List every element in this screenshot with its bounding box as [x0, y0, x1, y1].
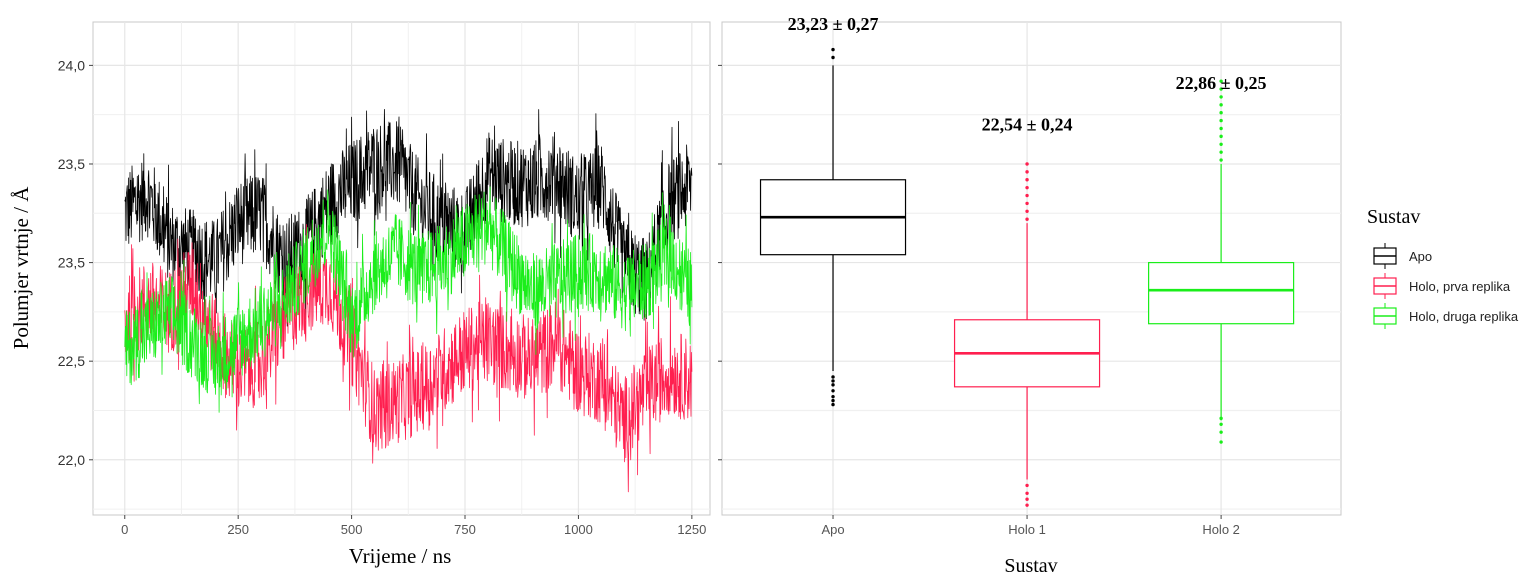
- category-label: Apo: [821, 522, 844, 537]
- outlier-point: [1219, 134, 1223, 139]
- series-line-2: [124, 186, 693, 413]
- outlier-point: [1219, 103, 1223, 107]
- outlier-point: [1025, 209, 1029, 214]
- x-tick-label: 250: [227, 522, 249, 537]
- outlier-point: [831, 398, 835, 403]
- legend-entry-label: Apo: [1409, 249, 1432, 264]
- boxplot-panel: Apo Holo 1 Holo 2 23,23 ± 0,27 22,54 ± 0,24…: [718, 14, 1342, 575]
- x-tick-label: 1000: [564, 522, 593, 537]
- category-label: Holo 1: [1008, 522, 1046, 537]
- outlier-point: [831, 375, 835, 379]
- time-series-panel: 22,0 22,5 23,5 23,5 24,0 0 250 500 750 1000 1250 V…: [9, 21, 711, 568]
- mean-sd-annotation: 22,86 ± 0,25: [1176, 73, 1267, 93]
- y-tick-label: 22,0: [58, 452, 85, 468]
- legend-entry-label: Holo, prva replika: [1409, 279, 1511, 294]
- x-tick-label: 1250: [677, 522, 706, 537]
- outlier-point: [1219, 79, 1223, 83]
- legend: Sustav Apo Holo, prva replika Holo, druga …: [1367, 206, 1519, 329]
- outlier-point: [1025, 185, 1029, 190]
- outlier-point: [1025, 491, 1029, 496]
- outlier-point: [1219, 126, 1223, 131]
- box-holo-1: [953, 162, 1101, 507]
- outlier-point: [1219, 87, 1223, 91]
- outlier-point: [831, 389, 835, 393]
- outlier-point: [831, 379, 835, 383]
- outlier-point: [1219, 440, 1223, 444]
- box-body: [1148, 261, 1295, 325]
- outlier-point: [1219, 422, 1223, 426]
- outlier-point: [1219, 416, 1223, 421]
- outlier-point: [1219, 111, 1223, 115]
- legend-entry: Holo, druga replika: [1373, 303, 1519, 329]
- y-tick-label: 23,5: [58, 255, 85, 271]
- mean-sd-annotation: 22,54 ± 0,24: [982, 114, 1073, 134]
- legend-entry-label: Holo, druga replika: [1409, 309, 1519, 324]
- legend-entry: Holo, prva replika: [1373, 273, 1511, 299]
- outlier-point: [1025, 217, 1029, 221]
- outlier-point: [1219, 158, 1223, 162]
- outlier-point: [1219, 118, 1223, 123]
- outlier-point: [1219, 95, 1223, 99]
- time-series-lines: [124, 109, 693, 493]
- outlier-point: [1025, 178, 1029, 182]
- outlier-point: [1025, 497, 1029, 501]
- outlier-point: [831, 394, 835, 399]
- y-tick-label: 24,0: [58, 57, 85, 73]
- x-tick-label: 750: [454, 522, 476, 537]
- boxplot-ticks: Apo Holo 1 Holo 2: [718, 64, 1240, 537]
- boxplot-annotations: 23,23 ± 0,27 22,54 ± 0,24 22,86 ± 0,25: [788, 14, 1267, 135]
- box-holo-2: [1148, 79, 1295, 444]
- boxplot-x-axis-title: Sustav: [1004, 555, 1057, 575]
- mean-sd-annotation: 23,23 ± 0,27: [788, 14, 879, 34]
- legend-title: Sustav: [1367, 206, 1420, 228]
- outlier-point: [831, 55, 835, 60]
- y-tick-label: 22,5: [58, 353, 85, 369]
- outlier-point: [1025, 503, 1029, 507]
- outlier-point: [1025, 483, 1029, 488]
- outlier-point: [1025, 193, 1029, 198]
- box-apo: [759, 47, 907, 407]
- outlier-point: [1219, 430, 1223, 434]
- time-series-ticks: 22,0 22,5 23,5 23,5 24,0 0 250 500 750 1000 1250: [58, 57, 707, 537]
- outlier-point: [1025, 162, 1029, 166]
- outlier-point: [831, 383, 835, 387]
- category-label: Holo 2: [1202, 522, 1240, 537]
- y-tick-label: 23,5: [58, 156, 85, 172]
- x-tick-label: 500: [341, 522, 363, 537]
- outlier-point: [1025, 170, 1029, 174]
- outlier-point: [1025, 201, 1029, 206]
- y-axis-title: Polumjer vrtnje / Å: [9, 186, 33, 350]
- series-line-0: [124, 109, 693, 340]
- outlier-point: [831, 47, 835, 52]
- boxplot-boxes: [759, 47, 1295, 507]
- outlier-point: [1219, 142, 1223, 146]
- legend-entry: Apo: [1373, 243, 1432, 269]
- legend-entries: Apo Holo, prva replika Holo, druga replika: [1373, 243, 1519, 329]
- outlier-point: [1219, 150, 1223, 154]
- outlier-point: [831, 402, 835, 407]
- x-tick-label: 0: [121, 522, 128, 537]
- x-axis-title: Vrijeme / ns: [349, 544, 452, 568]
